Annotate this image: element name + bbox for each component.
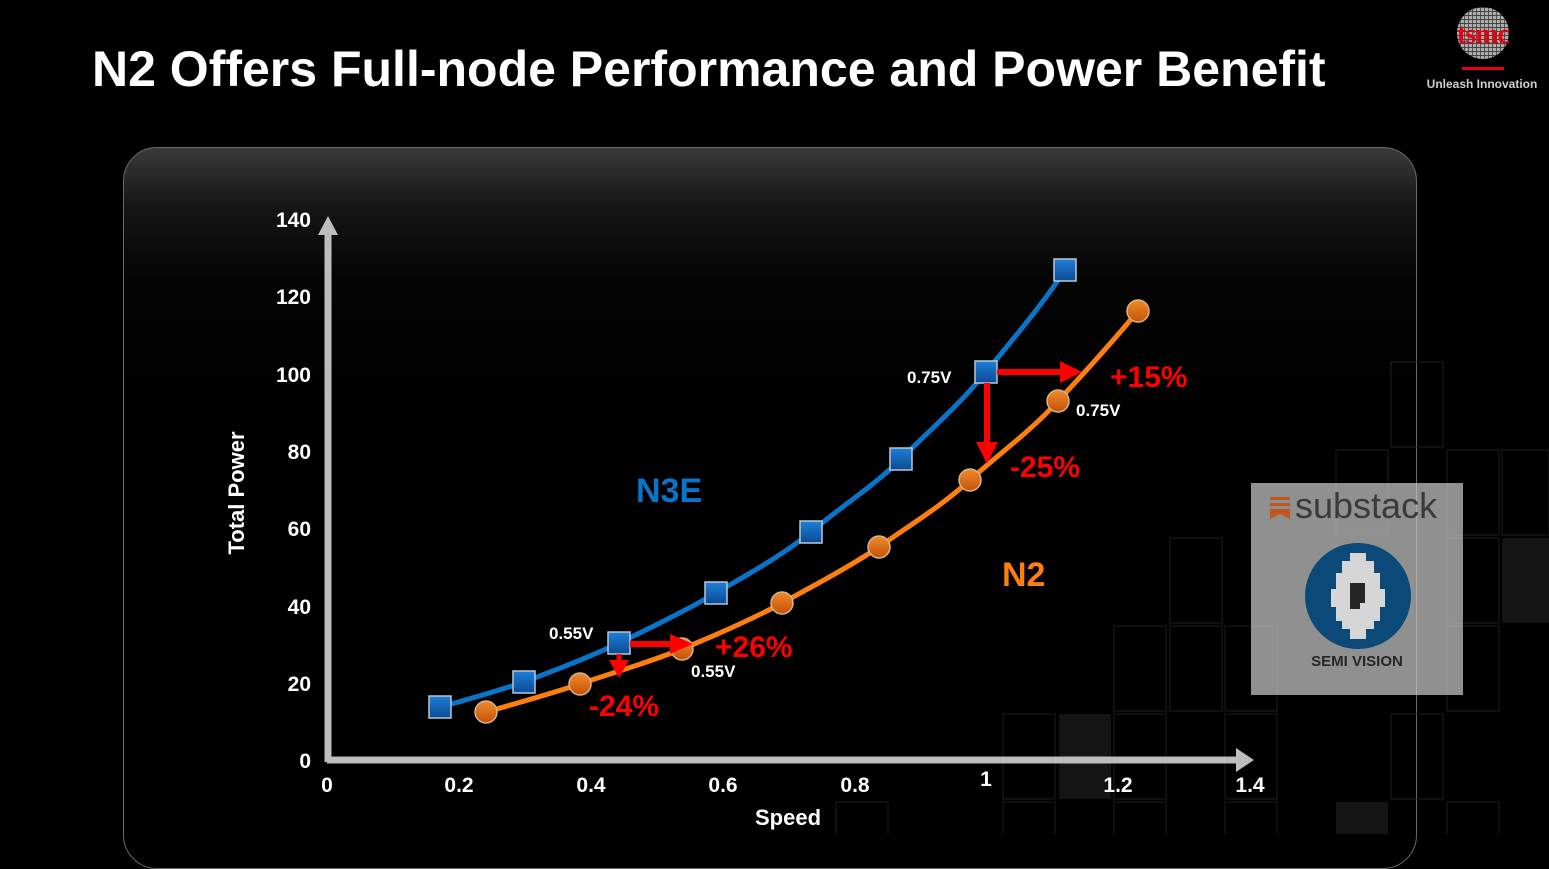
substack-watermark: substack SEMI VISION [1251,483,1463,695]
n2-point [867,535,891,559]
x-tick: 1.2 [1103,774,1132,797]
voltage-label-n3e-075: 0.75V [907,368,952,387]
x-tick: 0.4 [576,774,606,797]
y-tick: 120 [276,286,311,309]
n2-markers [474,299,1150,724]
n3e-point [974,360,998,384]
logo-wordmark: tsmc [1457,19,1510,50]
n2-point [1126,299,1150,323]
semi-vision-name: SEMI VISION [1311,653,1403,670]
logo-underline [1462,67,1504,70]
y-tick: 60 [288,518,311,541]
substack-bookmark-icon [1270,497,1290,519]
n3e-point [889,447,913,471]
arrowhead-icon [609,660,629,678]
power-speed-chart: 140 120 100 80 60 40 20 0 0 0.2 0.4 0.6 … [224,209,1265,830]
y-tick: 40 [288,596,311,619]
n2-point [568,672,592,696]
arrowhead-icon [976,442,998,464]
power-reduction-055v: -24% [589,690,659,723]
n3e-markers [428,258,1077,719]
voltage-labels: 0.55V 0.55V 0.75V 0.75V [549,368,1121,681]
series-label-n3e: N3E [636,472,702,510]
x-tick: 0.2 [444,774,473,797]
axes [318,216,1254,772]
y-tick: 140 [276,209,311,232]
x-tick: 1 [980,768,992,791]
x-axis-ticks: 0 0.2 0.4 0.6 0.8 1 1.2 1.4 [321,768,1265,797]
x-tick: 0.6 [708,774,737,797]
y-axis-label: Total Power [224,431,249,554]
x-axis-label: Speed [755,805,821,830]
slide-title: N2 Offers Full-node Performance and Powe… [92,41,1326,97]
wafer-grid-overlay [1457,7,1509,59]
chart-panel [123,147,1417,869]
n3e-point [512,670,536,694]
n2-point [474,700,498,724]
semi-vision-logo-icon [1305,543,1411,649]
x-tick: 1.4 [1235,774,1265,797]
speed-gain-075v: +15% [1110,361,1188,394]
improvement-arrows [609,361,1082,678]
x-tick: 0 [321,774,333,797]
y-tick: 0 [299,750,311,773]
n2-point [1046,389,1070,413]
n3e-point [428,695,452,719]
n2-point [770,591,794,615]
substack-wordmark: substack [1295,485,1438,526]
voltage-label-n2-075: 0.75V [1076,401,1121,420]
y-axis-ticks: 140 120 100 80 60 40 20 0 [276,209,311,773]
power-reduction-075v: -25% [1010,451,1080,484]
percent-annotations: +26% -24% +15% -25% [589,361,1188,723]
series-label-n2: N2 [1002,556,1045,594]
n2-point [958,468,982,492]
x-tick: 0.8 [840,774,870,797]
y-tick: 100 [276,364,311,387]
n3e-point [704,581,728,605]
n3e-point [1053,258,1077,282]
speed-gain-055v: +26% [715,631,793,664]
y-tick: 80 [288,441,311,464]
logo-tagline: Unleash Innovation [1426,77,1538,91]
tsmc-logo: tsmc Unleash Innovation [1418,5,1546,95]
y-tick: 20 [288,673,311,696]
n3e-point [799,520,823,544]
n3e-point [607,631,631,655]
arrowhead-icon [670,634,693,654]
voltage-label-n3e-055: 0.55V [549,624,594,643]
arrowhead-icon [1060,361,1082,383]
voltage-label-n2-055: 0.55V [691,662,736,681]
